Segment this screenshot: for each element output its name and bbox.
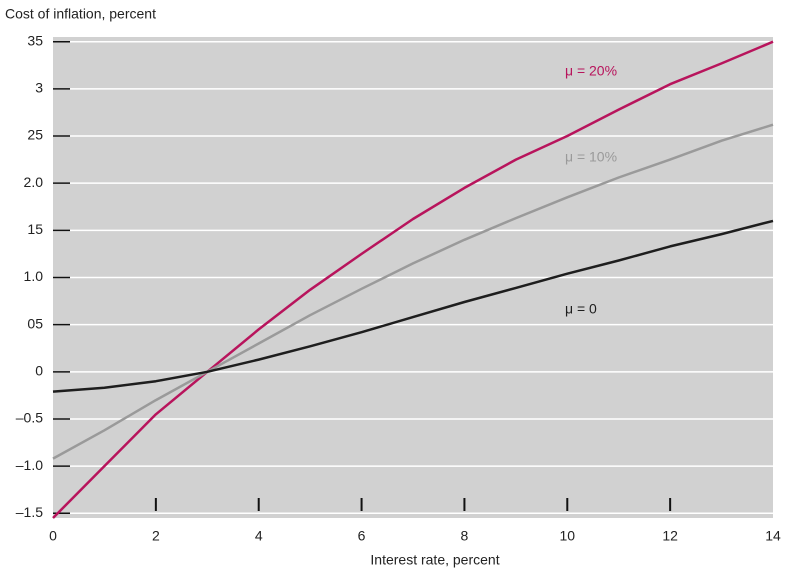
y-tick-label: 1.0 bbox=[24, 268, 44, 284]
series-label: μ = 20% bbox=[565, 63, 617, 79]
x-tick-label: 14 bbox=[765, 528, 781, 544]
series-line bbox=[52, 219, 774, 393]
x-tick-label: 2 bbox=[152, 528, 160, 544]
y-tick-label: 2.0 bbox=[24, 174, 44, 190]
y-tick-label: –1.0 bbox=[16, 457, 43, 473]
y-tick-label: –1.5 bbox=[16, 504, 43, 520]
series-label: μ = 0 bbox=[565, 301, 597, 317]
y-tick-label: 25 bbox=[27, 127, 43, 143]
y-tick-label: –0.5 bbox=[16, 410, 43, 426]
x-tick-label: 10 bbox=[559, 528, 575, 544]
series-line bbox=[52, 123, 774, 460]
series-line bbox=[52, 40, 774, 519]
y-tick-label: 0 bbox=[35, 363, 43, 379]
y-tick-label: 05 bbox=[27, 315, 43, 331]
x-tick-label: 6 bbox=[358, 528, 366, 544]
series-label: μ = 10% bbox=[565, 149, 617, 165]
y-tick-label: 35 bbox=[27, 32, 43, 48]
x-tick-label: 8 bbox=[461, 528, 469, 544]
y-tick-label: 15 bbox=[27, 221, 43, 237]
y-tick-label: 3 bbox=[35, 80, 43, 96]
y-axis-label: Cost of inflation, percent bbox=[5, 6, 156, 22]
x-tick-label: 12 bbox=[662, 528, 678, 544]
x-tick-label: 0 bbox=[49, 528, 57, 544]
x-tick-label: 4 bbox=[255, 528, 263, 544]
x-axis-label: Interest rate, percent bbox=[370, 552, 499, 568]
